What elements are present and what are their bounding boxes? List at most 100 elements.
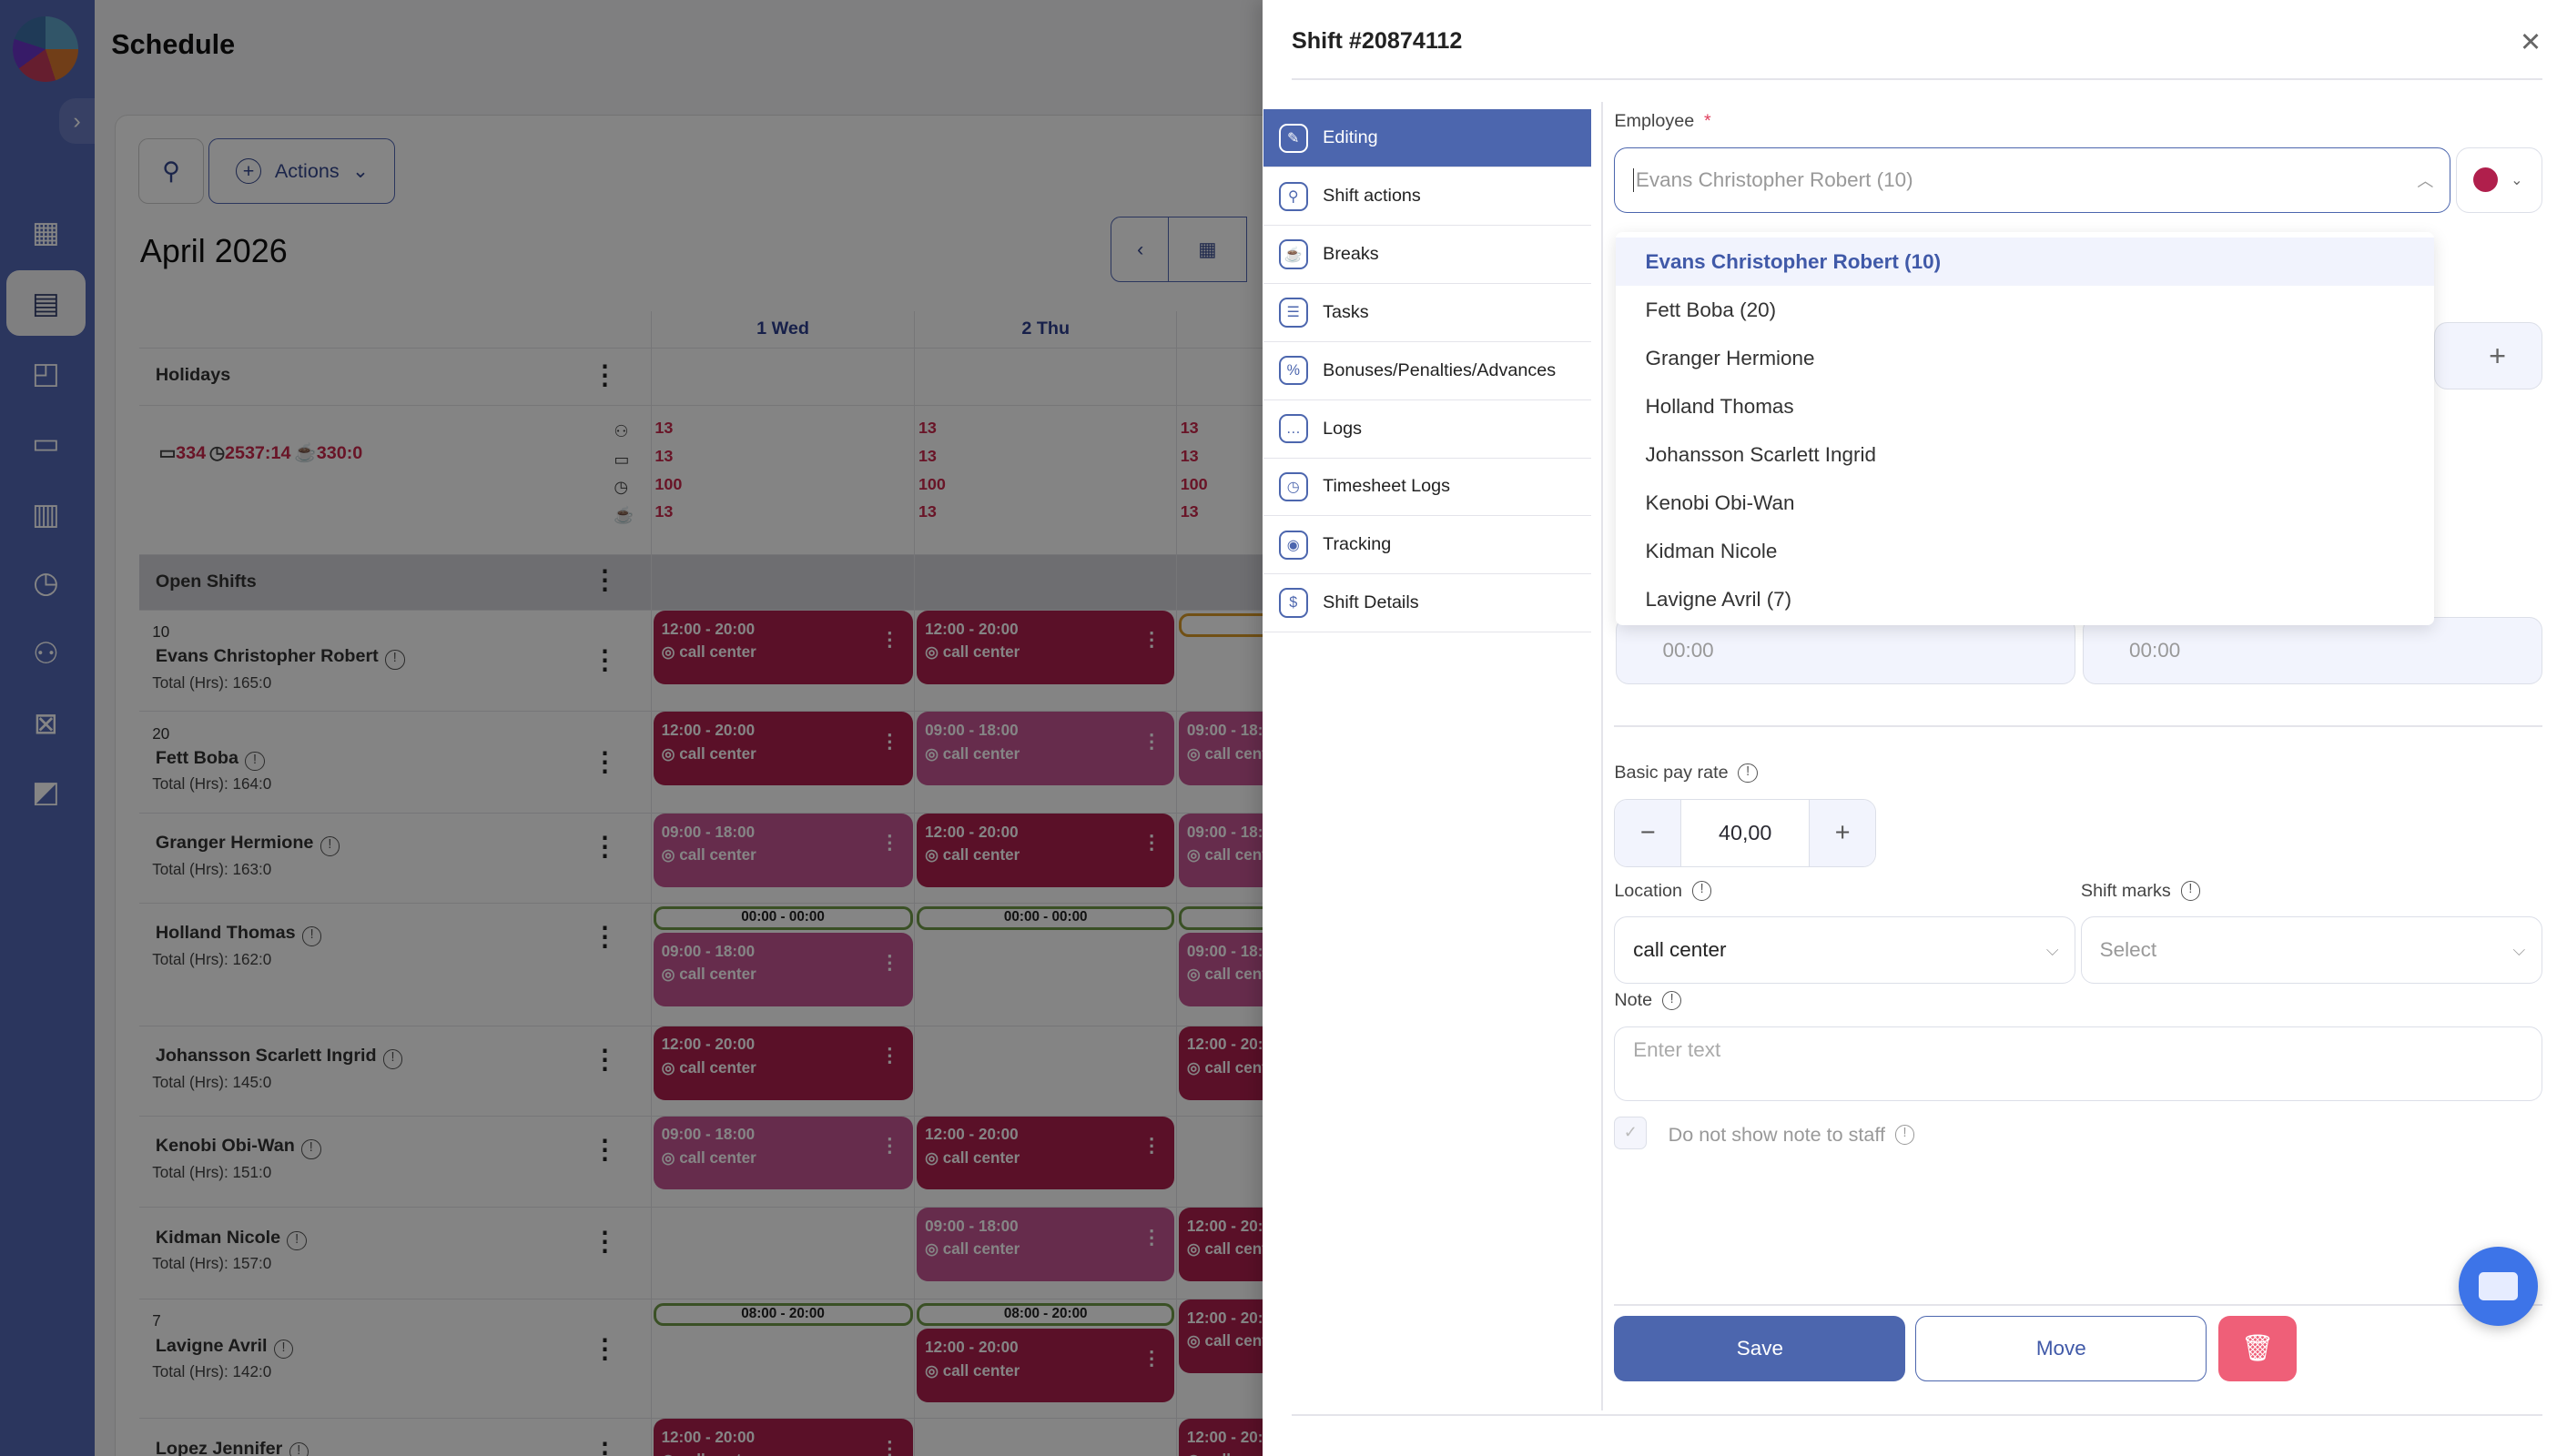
employee-option[interactable]: Granger Hermione [1645,346,1815,369]
chat-button[interactable] [2459,1247,2538,1326]
employee-option[interactable]: Fett Boba (20) [1645,298,1777,321]
info-icon[interactable]: ! [273,1339,294,1360]
more-options-icon[interactable]: ⋮ [592,1335,618,1365]
employee-name[interactable]: Johansson Scarlett Ingrid! [156,1046,403,1069]
more-options-icon[interactable]: ⋮ [1141,628,1162,652]
employee-option[interactable]: Evans Christopher Robert (10) [1616,237,2435,286]
shift-marks-select[interactable]: Select ⌵ [2080,916,2543,984]
close-icon[interactable]: ✕ [2519,27,2542,57]
info-icon[interactable]: ! [289,1441,309,1456]
more-options-icon[interactable]: ⋮ [879,831,900,854]
shift-card[interactable]: 09:00 - 18:00◎ call center⋮ [917,712,1175,786]
shift-card[interactable]: 12:00 - 20:00◎ call center⋮ [917,1116,1175,1190]
decrement-button[interactable]: − [1615,799,1681,867]
more-options-icon[interactable]: ⋮ [592,923,618,953]
more-options-icon[interactable]: ⋮ [1141,1346,1162,1370]
more-options-icon[interactable]: ⋮ [879,950,900,974]
info-icon[interactable]: ! [1738,763,1758,784]
more-options-icon[interactable]: ⋮ [592,747,618,777]
menu-item-tasks[interactable]: ☰ Tasks [1263,284,1592,342]
more-options-icon[interactable]: ⋮ [592,1438,618,1456]
sidebar-item-calendar[interactable]: ▤ [6,269,86,336]
shift-card[interactable]: 12:00 - 20:00◎ call center⋮ [653,712,913,786]
prev-period-button[interactable]: ‹ [1111,217,1171,283]
more-options-icon[interactable]: ⋮ [592,1135,618,1165]
increment-button[interactable]: + [1810,799,1876,867]
employee-option[interactable]: Holland Thomas [1645,394,1794,418]
filter-button[interactable]: ⚲ [138,138,204,204]
info-icon[interactable]: ! [287,1230,307,1251]
employee-name[interactable]: Holland Thomas! [156,923,322,946]
more-options-icon[interactable]: ⋮ [879,1436,900,1456]
end-time-input[interactable]: 00:00 [2082,617,2543,684]
employee-name[interactable]: Kenobi Obi-Wan! [156,1136,321,1159]
app-logo[interactable] [13,15,79,82]
menu-item-tracking[interactable]: ◉ Tracking [1263,516,1592,575]
shift-card[interactable]: 12:00 - 20:00◎ call center⋮ [917,610,1175,684]
info-icon[interactable]: ! [384,650,405,670]
shift-card[interactable]: 12:00 - 20:00◎ call center⋮ [653,1419,913,1456]
availability-bar[interactable]: 00:00 - 00:00 [653,906,913,930]
shift-card[interactable]: 12:00 - 20:00◎ call center⋮ [917,813,1175,887]
employee-name[interactable]: Evans Christopher Robert! [156,646,405,670]
availability-bar[interactable]: 00:00 - 00:00 [917,906,1175,930]
shift-card[interactable]: 09:00 - 18:00◎ call center⋮ [653,1116,913,1190]
employee-option[interactable]: Lavigne Avril (7) [1645,588,1792,612]
sidebar-item-dashboard[interactable]: ▦ [6,199,85,265]
more-options-icon[interactable]: ⋮ [879,628,900,652]
more-options-icon[interactable]: ⋮ [879,1044,900,1067]
menu-item-shift-details[interactable]: $ Shift Details [1263,574,1592,633]
sidebar-item-clipboard-x[interactable]: ⊠ [6,691,85,756]
info-icon[interactable]: ! [301,926,322,946]
shift-card[interactable]: 12:00 - 20:00◎ call center⋮ [653,610,913,684]
employee-name[interactable]: Granger Hermione! [156,833,340,856]
sidebar-item-clipboard[interactable]: ▭ [6,410,85,476]
sidebar-item-clock[interactable]: ◷ [6,550,85,615]
shift-card[interactable]: 09:00 - 18:00◎ call center⋮ [653,933,913,1007]
modal-overlay[interactable] [0,0,1263,1456]
menu-item-bonuses-penalties-advances[interactable]: % Bonuses/Penalties/Advances [1263,342,1592,400]
employee-option[interactable]: Kidman Nicole [1645,540,1778,563]
move-button[interactable]: Move [1915,1315,2207,1381]
calendar-picker-button[interactable]: ▦ [1168,217,1247,283]
more-options-icon[interactable]: ⋮ [879,1134,900,1158]
delete-button[interactable]: 🗑 [2217,1315,2298,1381]
shift-card[interactable]: 12:00 - 20:00◎ call center⋮ [653,1026,913,1100]
availability-bar[interactable]: 08:00 - 20:00 [653,1302,913,1326]
note-textarea[interactable]: Enter text [1614,1026,2543,1102]
shift-card[interactable]: 12:00 - 20:00◎ call center⋮ [917,1329,1175,1403]
hide-note-checkbox[interactable]: ✓ [1614,1116,1648,1149]
more-options-icon[interactable]: ⋮ [592,1227,618,1257]
pay-rate-input[interactable]: 40,00 [1680,799,1811,867]
more-options-icon[interactable]: ⋮ [1141,729,1162,753]
info-icon[interactable]: ! [2180,881,2201,901]
info-icon[interactable]: ! [382,1049,403,1069]
more-options-icon[interactable]: ⋮ [592,833,618,863]
more-options-icon[interactable]: ⋮ [1141,1225,1162,1249]
sidebar-toggle-chevron-right-icon[interactable]: › [58,97,96,145]
more-options-icon[interactable]: ⋮ [592,646,618,676]
sidebar-item-users[interactable]: ⚇ [6,621,85,686]
employee-name[interactable]: Kidman Nicole! [156,1228,307,1251]
employee-name[interactable]: Fett Boba! [156,748,265,772]
info-icon[interactable]: ! [320,836,340,856]
menu-item-shift-actions[interactable]: ⚲ Shift actions [1263,167,1592,227]
actions-button[interactable]: + Actions ⌄ [208,138,396,204]
info-icon[interactable]: ! [1661,990,1682,1011]
sidebar-item-map[interactable]: ▥ [6,481,85,547]
info-icon[interactable]: ! [301,1139,321,1159]
more-options-icon[interactable]: ⋮ [592,361,618,391]
more-options-icon[interactable]: ⋮ [592,1046,618,1076]
location-select[interactable]: call center ⌵ [1614,916,2076,984]
add-button[interactable]: + [2434,322,2543,390]
save-button[interactable]: Save [1614,1315,1906,1381]
employee-color-picker[interactable]: ⌄ [2455,147,2543,213]
employee-option[interactable]: Johansson Scarlett Ingrid [1645,442,1877,466]
info-icon[interactable]: ! [1894,1124,1915,1145]
menu-item-editing[interactable]: ✎ Editing [1263,109,1592,168]
sidebar-item-briefcase[interactable]: ◰ [6,340,85,406]
start-time-input[interactable]: 00:00 [1616,617,2076,684]
shift-card[interactable]: 09:00 - 18:00◎ call center⋮ [917,1208,1175,1282]
availability-bar[interactable]: 08:00 - 20:00 [917,1302,1175,1326]
menu-item-timesheet-logs[interactable]: ◷ Timesheet Logs [1263,459,1592,517]
